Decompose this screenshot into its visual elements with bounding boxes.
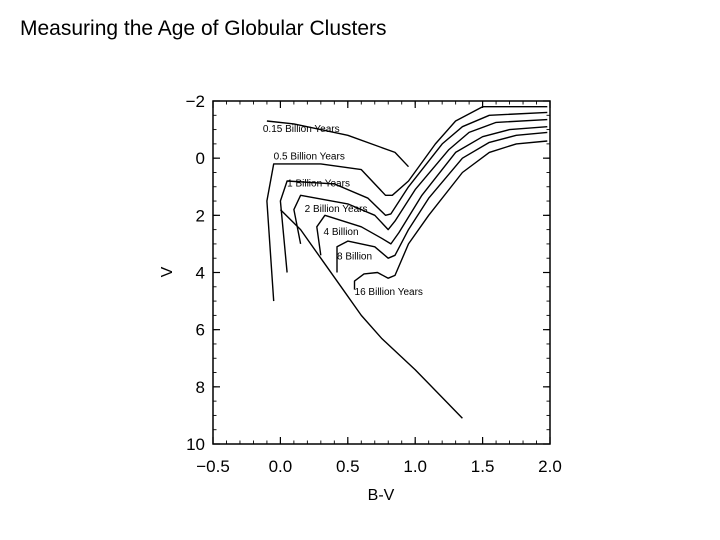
- isochrone-label: 1 Billion Years: [287, 178, 350, 189]
- isochrone-curve: [293, 118, 548, 245]
- y-tick-label: 6: [196, 321, 205, 340]
- slide-title: Measuring the Age of Globular Clusters: [20, 17, 387, 40]
- isochrone-curve: [279, 111, 548, 273]
- x-axis-title: B-V: [368, 487, 395, 504]
- y-axis-title: V: [159, 266, 176, 277]
- isochrone-label: 16 Billion Years: [355, 287, 423, 298]
- y-tick-label: 8: [196, 378, 205, 397]
- x-tick-label: 1.0: [403, 457, 427, 476]
- x-tick-label: 1.5: [471, 457, 495, 476]
- axis-ticks: [212, 100, 551, 445]
- isochrone-curve: [266, 120, 410, 168]
- x-tick-label: −0.5: [196, 457, 230, 476]
- isochrone-curve: [336, 131, 548, 273]
- y-tick-label: −2: [186, 92, 205, 111]
- y-tick-label: 0: [196, 149, 205, 168]
- y-tick-label: 2: [196, 206, 205, 225]
- isochrone-label: 0.5 Billion Years: [274, 151, 345, 162]
- x-tick-label: 2.0: [538, 457, 562, 476]
- axis-tick-labels: −0.5 0.0 0.5 1.0 1.5 2.0 −2 0 2 4 6 8 10: [186, 92, 562, 476]
- isochrone-curve: [353, 140, 548, 290]
- isochrone-curve: [266, 106, 548, 302]
- plot-frame: [212, 100, 551, 445]
- isochrone-curves: [266, 106, 548, 419]
- y-tick-label: 4: [196, 264, 205, 283]
- isochrone-labels: 0.15 Billion Years 0.5 Billion Years 1 Bil…: [263, 124, 423, 298]
- isochrone-label: 2 Billion Years: [305, 204, 368, 215]
- main-sequence-curve: [279, 209, 463, 419]
- isochrone-curve: [316, 126, 548, 256]
- x-tick-label: 0.5: [336, 457, 360, 476]
- x-tick-label: 0.0: [269, 457, 293, 476]
- y-tick-label: 10: [186, 435, 205, 454]
- isochrone-label: 4 Billion: [324, 227, 359, 238]
- isochrone-label: 0.15 Billion Years: [263, 124, 340, 135]
- isochrone-label: 8 Billion: [337, 251, 372, 262]
